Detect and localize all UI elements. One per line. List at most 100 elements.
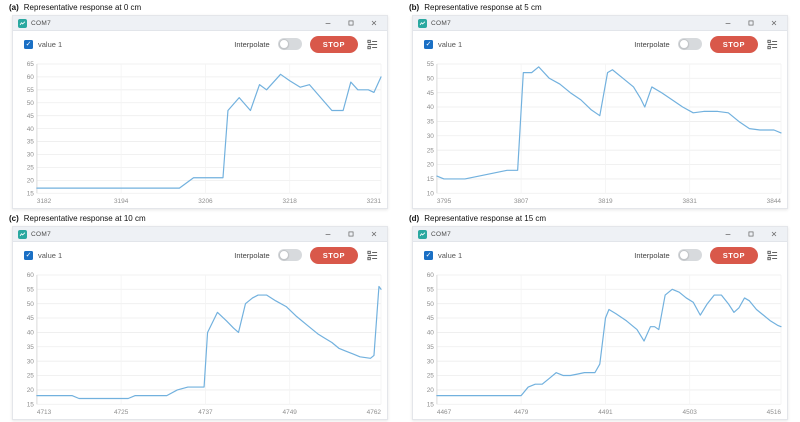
- window-title: COM7: [431, 230, 451, 238]
- interpolate-label: Interpolate: [634, 39, 670, 49]
- interpolate-toggle[interactable]: [677, 38, 702, 50]
- channel-settings-icon[interactable]: [366, 249, 378, 261]
- channel-settings-icon[interactable]: [766, 249, 778, 261]
- interpolate-toggle[interactable]: [277, 38, 302, 50]
- close-icon[interactable]: [362, 227, 385, 242]
- value1-checkbox[interactable]: ✓: [24, 250, 33, 260]
- check-icon: ✓: [25, 251, 32, 259]
- maximize-icon[interactable]: [739, 227, 762, 242]
- window-titlebar[interactable]: COM7: [13, 16, 387, 31]
- window-toolbar: ✓ value 1 Interpolate STOP: [13, 31, 387, 57]
- svg-text:3182: 3182: [37, 198, 52, 205]
- line-chart[interactable]: 15 20 25 30 35 40 45 50 55 60 4467 4479 4491 4503 4516: [413, 268, 787, 420]
- minimize-icon[interactable]: [716, 227, 739, 242]
- svg-text:45: 45: [27, 315, 35, 322]
- svg-text:30: 30: [427, 358, 435, 365]
- svg-text:20: 20: [427, 387, 435, 394]
- svg-text:3231: 3231: [367, 198, 382, 205]
- line-chart[interactable]: 15 20 25 30 35 40 45 50 55 60 4713 4725 4737 4749 4762: [13, 268, 387, 420]
- minimize-icon[interactable]: [316, 16, 339, 31]
- caption-label: (a): [9, 3, 19, 12]
- svg-text:35: 35: [27, 139, 35, 146]
- interpolate-toggle[interactable]: [277, 249, 302, 261]
- svg-text:40: 40: [427, 330, 435, 337]
- window-titlebar[interactable]: COM7: [413, 16, 787, 31]
- window-controls: [316, 16, 385, 31]
- close-icon[interactable]: [762, 227, 785, 242]
- window-controls: [716, 227, 785, 242]
- svg-text:3206: 3206: [198, 198, 213, 205]
- svg-text:55: 55: [27, 286, 35, 293]
- interpolate-label: Interpolate: [234, 39, 270, 49]
- com7-window: COM7 ✓ value 1 Interpolate STOP 15 20 25 30…: [12, 15, 388, 210]
- check-icon: ✓: [425, 40, 432, 48]
- close-icon[interactable]: [362, 16, 385, 31]
- svg-text:4713: 4713: [37, 409, 52, 416]
- stop-button[interactable]: STOP: [309, 246, 358, 264]
- line-chart[interactable]: 10 15 20 25 30 35 40 45 50 55 3795 3807 3819 3831 3844: [413, 57, 787, 209]
- svg-text:15: 15: [427, 401, 435, 408]
- minimize-icon[interactable]: [316, 227, 339, 242]
- app-icon: [18, 229, 27, 239]
- check-icon: ✓: [25, 40, 32, 48]
- channel-settings-icon[interactable]: [766, 38, 778, 50]
- value1-checkbox[interactable]: ✓: [424, 250, 433, 260]
- window-titlebar[interactable]: COM7: [413, 227, 787, 242]
- svg-text:40: 40: [427, 104, 435, 111]
- svg-text:4479: 4479: [514, 409, 529, 416]
- stop-button[interactable]: STOP: [309, 35, 358, 53]
- svg-text:3844: 3844: [767, 198, 782, 205]
- toggle-knob: [678, 250, 689, 260]
- svg-text:10: 10: [427, 190, 435, 197]
- svg-text:60: 60: [27, 272, 35, 279]
- svg-text:3819: 3819: [598, 198, 613, 205]
- svg-text:15: 15: [427, 176, 435, 183]
- svg-text:60: 60: [427, 272, 435, 279]
- svg-text:3795: 3795: [437, 198, 452, 205]
- stop-button[interactable]: STOP: [709, 35, 758, 53]
- svg-text:20: 20: [427, 162, 435, 169]
- panel-caption: (b) Representative response at 5 cm: [400, 2, 800, 15]
- maximize-icon[interactable]: [739, 16, 762, 31]
- value1-checkbox[interactable]: ✓: [24, 39, 33, 49]
- interpolate-label: Interpolate: [634, 250, 670, 260]
- svg-text:4503: 4503: [683, 409, 698, 416]
- interpolate-label: Interpolate: [234, 250, 270, 260]
- svg-text:45: 45: [427, 90, 435, 97]
- close-icon[interactable]: [762, 16, 785, 31]
- stop-button[interactable]: STOP: [709, 246, 758, 264]
- svg-text:3831: 3831: [683, 198, 698, 205]
- svg-text:15: 15: [27, 401, 35, 408]
- minimize-icon[interactable]: [716, 16, 739, 31]
- svg-text:55: 55: [427, 61, 435, 68]
- channel-settings-icon[interactable]: [366, 38, 378, 50]
- svg-text:50: 50: [427, 75, 435, 82]
- svg-text:3807: 3807: [514, 198, 529, 205]
- svg-text:30: 30: [427, 133, 435, 140]
- panel-caption: (d) Representative response at 15 cm: [400, 213, 800, 226]
- svg-text:4491: 4491: [598, 409, 613, 416]
- window-controls: [716, 16, 785, 31]
- toolbar-right: Interpolate STOP: [634, 35, 778, 53]
- svg-text:4516: 4516: [767, 409, 782, 416]
- caption-label: (b): [409, 3, 420, 12]
- svg-text:4762: 4762: [367, 409, 382, 416]
- svg-text:50: 50: [27, 301, 35, 308]
- caption-label: (c): [9, 214, 19, 223]
- panel-d: (d) Representative response at 15 cm COM7…: [400, 211, 800, 422]
- svg-text:60: 60: [27, 74, 35, 81]
- maximize-icon[interactable]: [339, 227, 362, 242]
- svg-text:25: 25: [27, 373, 35, 380]
- svg-text:55: 55: [27, 87, 35, 94]
- window-titlebar[interactable]: COM7: [13, 227, 387, 242]
- maximize-icon[interactable]: [339, 16, 362, 31]
- app-icon: [418, 18, 427, 28]
- series-label: value 1: [38, 39, 63, 49]
- value1-checkbox[interactable]: ✓: [424, 39, 433, 49]
- line-chart[interactable]: 15 20 25 30 35 40 45 50 55 60 65 3182 3194 3206 3218 32…: [13, 57, 387, 209]
- interpolate-toggle[interactable]: [677, 249, 702, 261]
- app-icon: [18, 18, 27, 28]
- caption-text: Representative response at 10 cm: [23, 214, 146, 223]
- svg-text:4467: 4467: [437, 409, 452, 416]
